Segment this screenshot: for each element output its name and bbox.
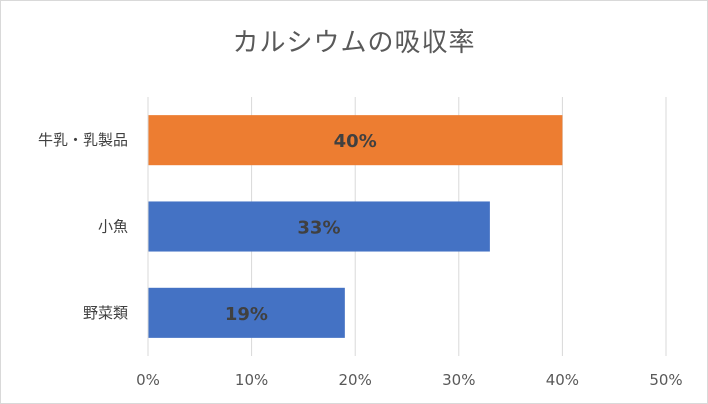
x-tick-label: 30% — [442, 371, 475, 389]
bar — [148, 115, 563, 166]
bar — [148, 287, 345, 338]
data-label: 33% — [297, 218, 340, 239]
data-label: 40% — [334, 131, 377, 152]
x-tick-label: 20% — [339, 371, 372, 389]
category-label: 野菜類 — [83, 304, 128, 322]
category-label: 小魚 — [98, 218, 128, 236]
x-tick-label: 0% — [136, 371, 160, 389]
bar — [148, 201, 490, 252]
x-tick-label: 10% — [235, 371, 268, 389]
chart-title: カルシウムの吸収率 — [232, 28, 476, 58]
x-tick-label: 40% — [546, 371, 579, 389]
x-tick-label: 50% — [649, 371, 682, 389]
data-label: 19% — [225, 304, 268, 325]
category-label: 牛乳・乳製品 — [38, 131, 128, 149]
